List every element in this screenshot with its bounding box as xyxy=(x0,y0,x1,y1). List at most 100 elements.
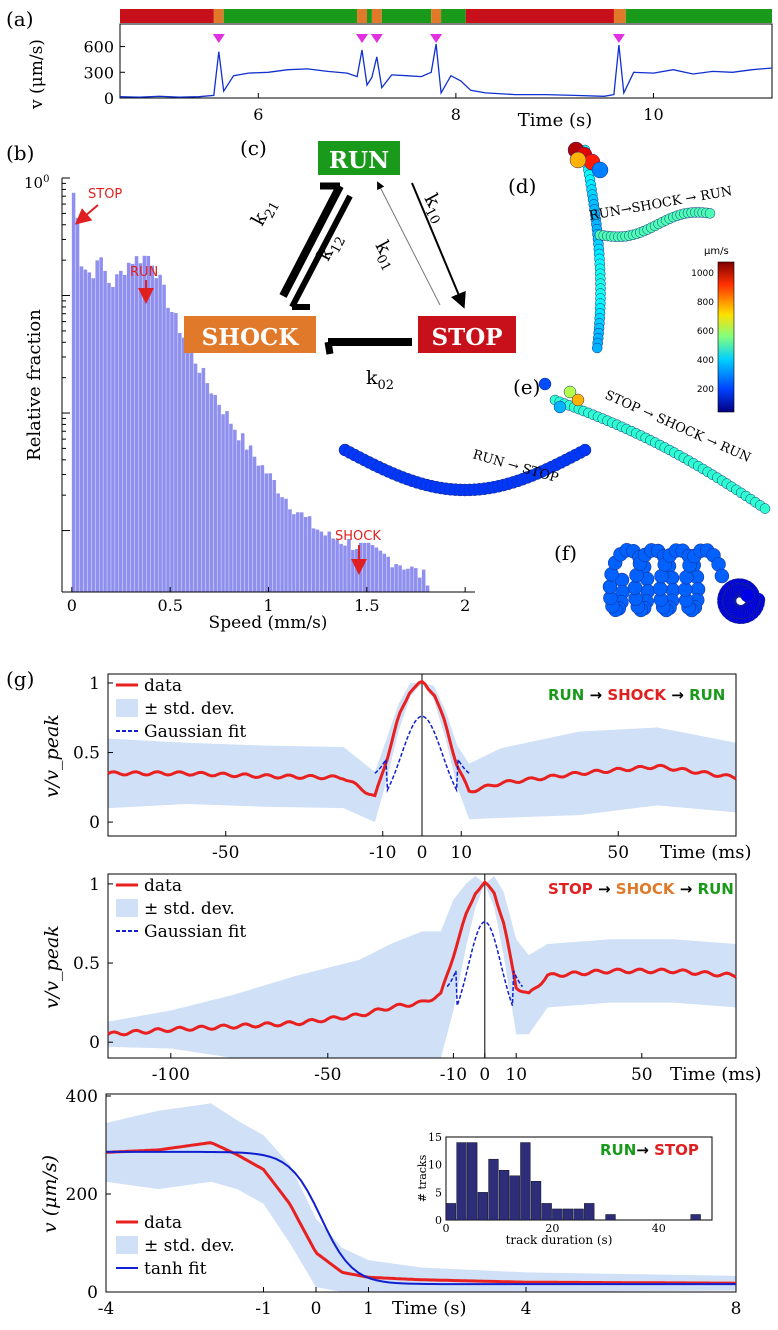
histogram-bar xyxy=(126,262,131,592)
state-segment-shock xyxy=(613,9,626,23)
track-dot xyxy=(569,151,587,169)
inset-y-axis-label: # tracks xyxy=(416,1154,429,1202)
data-line xyxy=(107,880,737,1037)
histogram-bar xyxy=(217,404,221,592)
histogram-bar xyxy=(119,270,123,592)
legend-label: Gaussian fit xyxy=(144,922,246,942)
legend-label: ± std. dev. xyxy=(144,1236,235,1256)
x-tick-label: -4 xyxy=(98,1299,115,1319)
histogram-bar xyxy=(347,539,351,592)
shock-marker xyxy=(612,34,625,43)
panel-label-a: (a) xyxy=(6,7,34,31)
shock-markers xyxy=(212,34,625,43)
panel-label-b: (b) xyxy=(6,141,34,165)
histogram-bar xyxy=(185,344,190,592)
histogram-bar xyxy=(209,393,214,592)
inset-bar xyxy=(520,1142,531,1221)
histogram-bar xyxy=(351,549,355,592)
y-tick-label: 0.5 xyxy=(73,954,100,974)
histogram-bar xyxy=(174,313,178,592)
shock-marker xyxy=(430,34,443,43)
std-band xyxy=(108,682,736,823)
x-tick-label: -50 xyxy=(314,1065,341,1085)
histogram-bar xyxy=(272,480,276,592)
x-tick-label: 4 xyxy=(521,1299,532,1319)
state-segment-run xyxy=(223,9,358,23)
inset-bar xyxy=(477,1192,488,1221)
histogram-bar xyxy=(276,493,280,592)
x-tick-label: 1 xyxy=(363,1299,374,1319)
histogram-bar xyxy=(181,337,186,592)
histogram-bar xyxy=(260,465,265,592)
colorbar-tick: 600 xyxy=(697,327,714,337)
y-axis-label: v/v_peak xyxy=(41,925,63,1009)
histogram-bar xyxy=(425,585,430,592)
state-segment-shock xyxy=(371,9,382,23)
y-tick-label: 0 xyxy=(89,813,100,833)
x-tick-label: -10 xyxy=(369,843,396,863)
histogram-bar xyxy=(307,516,312,592)
histogram-bar xyxy=(75,217,80,592)
std-band xyxy=(106,1103,736,1292)
track-dot xyxy=(740,587,755,603)
track-dot xyxy=(591,161,609,179)
state-segment-run xyxy=(381,9,432,23)
inset-bar xyxy=(456,1142,467,1221)
histogram-bar xyxy=(225,411,229,592)
track-dot xyxy=(578,443,592,457)
legend-label: data xyxy=(144,676,182,696)
legend-label: ± std. dev. xyxy=(144,899,235,919)
track-dot xyxy=(627,580,643,595)
rate-label-k21: k21 xyxy=(247,194,283,231)
y-tick-label: 0 xyxy=(89,1033,100,1053)
legend-label: tanh fit xyxy=(144,1259,207,1279)
inset-y-tick-label: 0 xyxy=(435,1214,442,1227)
inset-bar xyxy=(530,1181,542,1221)
histogram-bar xyxy=(398,565,402,592)
state-segment-shock xyxy=(213,9,224,23)
inset-y-tick-label: 5 xyxy=(435,1186,442,1199)
trajectory-dots xyxy=(338,141,771,625)
state-segment-shock xyxy=(431,9,442,23)
histogram-bar xyxy=(244,449,249,592)
histogram-bar xyxy=(154,278,158,592)
arrow-head-k02 xyxy=(324,341,334,355)
histogram-bar xyxy=(343,545,347,592)
histogram-bar xyxy=(99,257,103,592)
track-dot xyxy=(602,579,618,594)
histogram-bar xyxy=(170,311,174,592)
histogram-bar xyxy=(213,394,217,592)
x-tick-label: 0 xyxy=(67,596,77,615)
panel-c: (c) RUN SHOCK STOP k21 k12 k10 k01 k02 xyxy=(184,136,516,393)
track-label-d: RUN→SHOCK → RUN xyxy=(588,184,733,224)
histogram-bar xyxy=(83,269,88,592)
histogram-bar xyxy=(382,553,387,592)
x-tick-label: 10 xyxy=(450,843,472,863)
legend-label: ± std. dev. xyxy=(144,699,235,719)
panel-label-d: (d) xyxy=(508,174,536,198)
y-tick-label: 1 xyxy=(89,674,100,694)
data-line xyxy=(105,1141,736,1285)
y-tick-label: 0 xyxy=(104,89,114,108)
inset-bar xyxy=(584,1203,595,1221)
x-tick-label: -1 xyxy=(255,1299,272,1319)
inset-bar xyxy=(605,1214,616,1221)
histogram-bar xyxy=(331,538,335,592)
track-dot xyxy=(538,377,552,391)
histogram-bar xyxy=(229,423,233,592)
rate-arrow-k01 xyxy=(377,181,441,306)
inset-bar xyxy=(509,1175,520,1221)
annotation-stop: STOP xyxy=(88,187,122,202)
g1-header: RUN → SHOCK → RUN xyxy=(548,686,725,704)
x-tick-label: 1 xyxy=(263,596,273,615)
panel-label-e: (e) xyxy=(513,375,540,399)
histogram-bar xyxy=(284,498,288,592)
histogram-bar xyxy=(240,433,245,592)
histogram-bar xyxy=(296,512,300,592)
state-segment-run xyxy=(366,9,372,23)
shock-state-label: SHOCK xyxy=(202,324,300,351)
histogram-bar xyxy=(292,514,296,592)
track-dot xyxy=(571,393,585,407)
panel-label-g: (g) xyxy=(6,667,34,691)
inset-x-tick-label: 20 xyxy=(545,1222,559,1235)
